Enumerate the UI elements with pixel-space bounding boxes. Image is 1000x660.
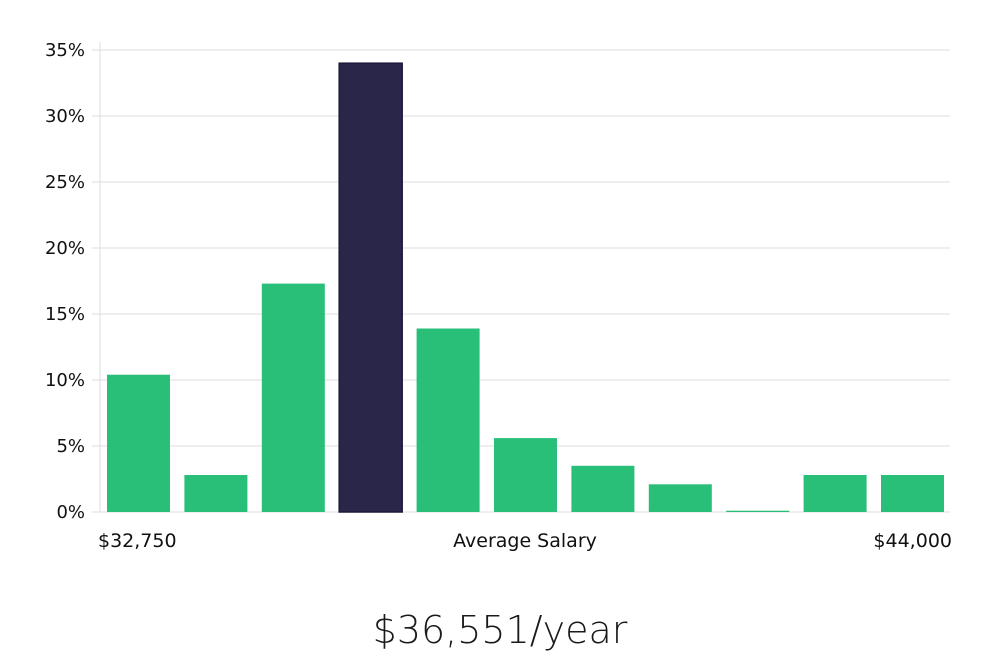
salary-histogram: 0% 5% 10% 15% 20% 25% 30% 35% $32,750 Average S… <box>45 40 952 552</box>
y-tick-label: 5% <box>56 436 85 457</box>
bar <box>494 438 557 512</box>
bar <box>107 374 170 512</box>
bar <box>881 475 944 512</box>
bar <box>571 465 635 512</box>
y-axis-ticks: 0% 5% 10% 15% 20% 25% 30% 35% <box>45 40 85 523</box>
y-tick-label: 0% <box>56 502 85 523</box>
y-tick-label: 20% <box>45 238 85 259</box>
y-tick-label: 15% <box>45 304 85 325</box>
bar <box>261 283 325 512</box>
bar <box>648 484 712 512</box>
y-tick-label: 35% <box>45 40 85 61</box>
y-tick-label: 10% <box>45 370 85 391</box>
grid-lines <box>92 49 950 513</box>
bar-highlighted <box>338 62 403 513</box>
bar <box>416 328 480 512</box>
y-tick-label: 30% <box>45 106 85 127</box>
y-tick-label: 25% <box>45 172 85 193</box>
bar <box>726 510 790 512</box>
bars <box>107 62 944 513</box>
x-max-label: $44,000 <box>873 530 952 552</box>
bar <box>803 475 867 512</box>
average-salary-headline: $36,551/year <box>372 608 628 652</box>
bar <box>184 475 248 512</box>
x-axis-title: Average Salary <box>453 530 597 552</box>
x-min-label: $32,750 <box>98 530 177 552</box>
